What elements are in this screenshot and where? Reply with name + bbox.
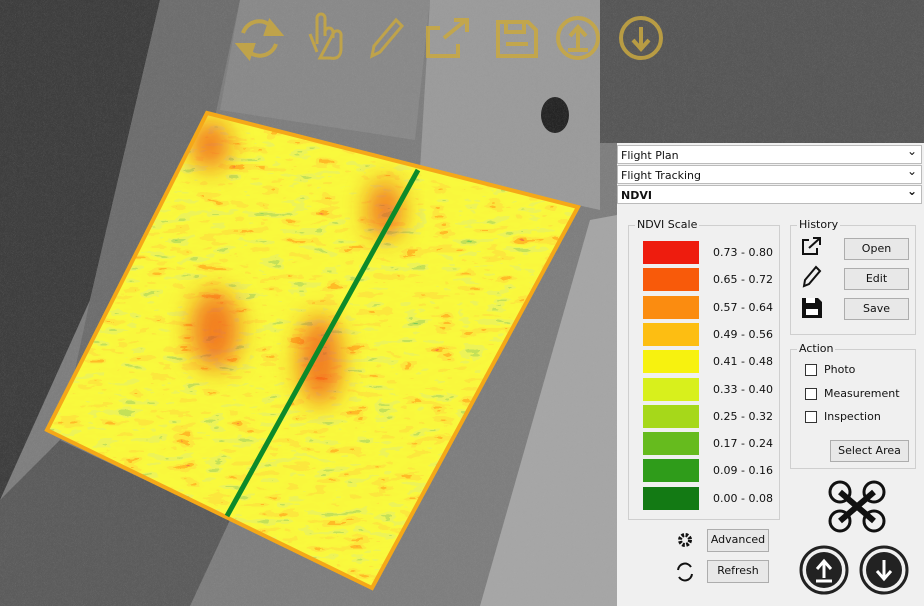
scale-label: 0.73 - 0.80: [713, 246, 773, 259]
checkbox[interactable]: [805, 387, 817, 400]
scale-label: 0.33 - 0.40: [713, 382, 773, 396]
side-panel: Flight Plan Flight Tracking NDVI NDVI Sc…: [617, 142, 924, 606]
checkbox[interactable]: [805, 364, 817, 376]
save-icon[interactable]: [496, 20, 538, 58]
history-button[interactable]: Edit: [844, 268, 909, 290]
action-group: Action: [790, 342, 916, 469]
group-title: Action: [797, 342, 836, 355]
toolbar: [234, 12, 663, 62]
scale-swatch: [643, 459, 699, 483]
section-header[interactable]: Flight Plan: [617, 142, 922, 164]
scale-swatch: [643, 322, 699, 346]
history-icons: [802, 237, 822, 318]
scale-swatch: [643, 350, 699, 374]
open-icon: [802, 237, 821, 255]
select-area-button[interactable]: Select Area: [830, 440, 909, 462]
checkbox-label: Measurement: [824, 386, 900, 400]
upload-button[interactable]: [799, 545, 849, 595]
checkbox-label: Photo: [824, 363, 856, 376]
gear-icon: [678, 533, 692, 547]
history-group: History: [790, 218, 916, 335]
scale-label: 0.00 - 0.08: [713, 491, 773, 505]
transfer-icons: [799, 545, 909, 595]
scale-label: 0.41 - 0.48: [713, 355, 773, 369]
upload-icon[interactable]: [556, 16, 600, 60]
section-header[interactable]: NDVI: [617, 182, 922, 204]
history-button[interactable]: Save: [844, 298, 909, 320]
sync-icon[interactable]: [234, 17, 285, 62]
group-title: History: [797, 218, 841, 231]
scale-label: 0.49 - 0.56: [713, 327, 773, 341]
scale-label: 0.25 - 0.32: [713, 409, 773, 423]
download-button[interactable]: [859, 545, 909, 595]
scale-swatch: [643, 377, 699, 401]
field-boundary: [44, 110, 581, 591]
scale-swatch: [643, 295, 699, 319]
download-icon[interactable]: [619, 16, 663, 60]
refresh-button[interactable]: Refresh: [707, 560, 769, 583]
history-button[interactable]: Open: [844, 238, 909, 260]
hand-icon[interactable]: [308, 12, 343, 60]
ndvi-scale-group: NDVI Scale 0.73 - 0.80 0.65 - 0.72 0.57 - …: [628, 218, 780, 520]
icons: [677, 533, 693, 582]
tramline: [224, 168, 421, 518]
drone-icon: [828, 480, 886, 533]
refresh-icon: [677, 562, 693, 582]
scale-label: 0.65 - 0.72: [713, 273, 773, 287]
scale-swatch: [643, 486, 699, 510]
scale-swatch: [643, 404, 699, 428]
scale-swatch: [643, 432, 699, 456]
export-icon[interactable]: [426, 18, 469, 58]
scale-label: 0.17 - 0.24: [713, 437, 773, 451]
scale-label: 0.57 - 0.64: [713, 300, 773, 314]
checkbox[interactable]: [805, 411, 817, 423]
scale-swatch: [643, 241, 699, 264]
scale-swatch: [643, 268, 699, 292]
scale-label: 0.09 - 0.16: [713, 464, 773, 478]
checkbox-label: Inspection: [824, 410, 881, 423]
section-header[interactable]: Flight Tracking: [617, 162, 922, 184]
advanced-button[interactable]: Advanced: [707, 529, 769, 552]
edit-icon: [802, 265, 822, 288]
edit-icon[interactable]: [369, 17, 405, 59]
group-title: NDVI Scale: [635, 218, 700, 231]
